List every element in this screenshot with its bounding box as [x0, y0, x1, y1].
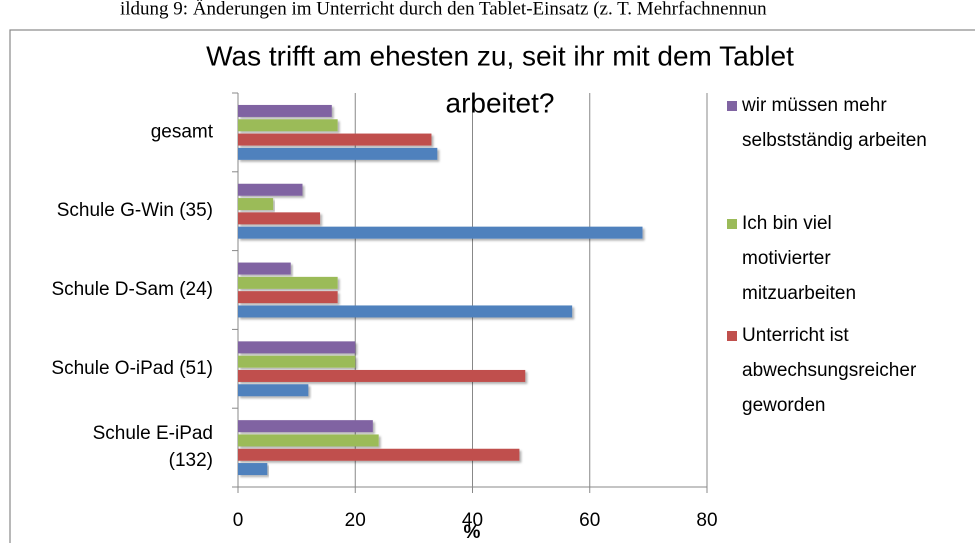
bar: [238, 355, 356, 368]
bar: [238, 341, 356, 354]
x-tick-label: 20: [345, 510, 366, 531]
x-tick-label: 60: [579, 510, 600, 531]
bar: [238, 133, 432, 146]
bar: [238, 384, 309, 397]
bar: [238, 198, 274, 211]
chart-border: [9, 29, 975, 543]
bar: [238, 369, 526, 382]
bar: [238, 226, 643, 239]
x-tick-label: 40: [462, 510, 483, 531]
legend-label: Unterricht ist abwechsungsreicher geworden: [742, 325, 917, 416]
legend-swatch: [727, 101, 737, 111]
chart-title: arbeitet?: [446, 87, 555, 118]
bar: [238, 448, 520, 461]
x-axis-label: %: [464, 522, 481, 543]
legend-label: Ich bin viel motivierter mitzuarbeiten: [742, 213, 856, 304]
legend-swatch: [727, 331, 737, 341]
y-tick-label: Schule G-Win (35): [57, 200, 213, 221]
bar: [238, 463, 268, 476]
chart-title: Was trifft am ehesten zu, seit ihr mit d…: [206, 40, 794, 71]
x-tick-label: 0: [233, 510, 244, 531]
bar: [238, 291, 338, 304]
bar: [238, 420, 373, 433]
bar: [238, 276, 338, 289]
bar: [238, 119, 338, 132]
bar: [238, 434, 379, 447]
bar: [238, 183, 303, 196]
bar: [238, 305, 573, 318]
y-tick-label: Schule D-Sam (24): [51, 279, 213, 300]
y-tick-label: Schule E-iPad (132): [93, 423, 213, 471]
legend-swatch: [727, 219, 737, 229]
caption: ildung 9: Änderungen im Unterricht durch…: [120, 0, 767, 19]
bar: [238, 212, 321, 225]
bar: [238, 104, 332, 117]
bar: [238, 262, 291, 275]
y-tick-label: Schule O-iPad (51): [51, 358, 213, 379]
y-tick-label: gesamt: [151, 121, 214, 142]
legend-label: wir müssen mehr selbstständig arbeiten: [741, 95, 927, 151]
x-tick-label: 80: [696, 510, 717, 531]
bar: [238, 147, 438, 160]
